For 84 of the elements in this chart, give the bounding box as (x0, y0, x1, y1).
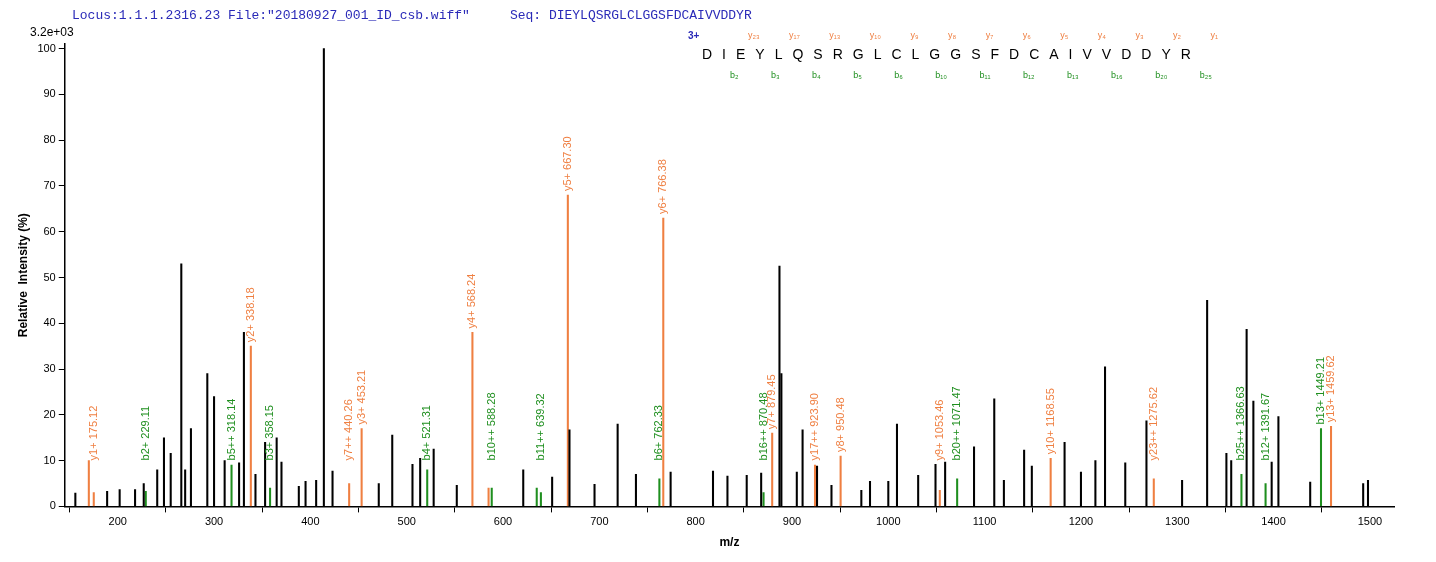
x-tick-label: 300 (204, 515, 224, 528)
data-label: b11++ 639.32 (533, 393, 546, 461)
x-tick-label: 800 (686, 515, 705, 528)
bar (1319, 428, 1323, 507)
bar (956, 478, 959, 507)
bar (1049, 458, 1052, 507)
data-label: y7++ 440.26 (342, 399, 355, 461)
y-tick-label: 30 (43, 362, 56, 375)
bar (144, 490, 147, 507)
data-label: y17++ 923.90 (808, 393, 821, 461)
bar (839, 455, 842, 507)
data-label: y4+ 568.24 (465, 273, 478, 329)
bar (230, 464, 233, 507)
bar (1152, 478, 1155, 507)
bar (535, 487, 538, 507)
text: y₂₃ y₁₇ y₁₃ y₁₀ y₉ y₈ y₇ y₆ y₅ y₄ y₃ y₂ y₁ (748, 30, 1218, 40)
x-tick-label: 700 (590, 515, 609, 528)
y-tick-label: 50 (43, 270, 56, 283)
bar (426, 469, 429, 507)
bar (1240, 474, 1243, 507)
y-tick-label: 0 (49, 499, 56, 512)
y-axis-title: Relative Intensity (%) (15, 213, 30, 338)
data-label: y3+ 453.21 (354, 369, 367, 425)
data-label: y6+ 766.38 (656, 159, 669, 214)
data-label: y10+ 1168.55 (1043, 388, 1056, 455)
data-label: y5+ 667.30 (560, 136, 573, 192)
bar (269, 487, 272, 507)
data-label: b4+ 521.31 (420, 405, 433, 461)
text: 3.2e+03 (30, 25, 74, 39)
data-label: b16++ 870.48 (756, 392, 769, 461)
y-tick-label: 80 (43, 133, 56, 146)
y-tick-label: 20 (43, 407, 56, 420)
bar (658, 478, 661, 507)
x-tick-label: 1300 (1165, 515, 1190, 528)
bar (938, 490, 941, 507)
y-tick-label: 100 (37, 41, 56, 54)
x-tick-label: 500 (397, 515, 416, 528)
y-tick-label: 60 (43, 224, 56, 237)
annotation: DIEYLQSRGLCLGGSFDCAIVVDDYR (702, 46, 1201, 62)
bar (1264, 483, 1267, 507)
bar (1330, 425, 1333, 507)
x-tick-label: 1100 (972, 515, 997, 528)
x-tick-label: 400 (301, 515, 320, 528)
bar (360, 428, 363, 507)
bar (762, 492, 765, 507)
y-tick-label: 40 (43, 316, 56, 329)
data-label: b2+ 229.11 (138, 405, 151, 461)
data-label: b10++ 588.28 (484, 392, 497, 461)
y-tick-label: 10 (43, 453, 56, 466)
data-label: b25++ 1366.63 (1234, 386, 1247, 461)
x-tick-label: 1000 (876, 515, 901, 528)
data-label: b3+ 358.15 (263, 405, 276, 461)
x-axis-title: m/z (719, 535, 740, 550)
data-label: y23++ 1275.62 (1146, 386, 1159, 461)
bar (87, 460, 90, 507)
data-label: y2+ 338.18 (243, 287, 256, 343)
bar (662, 217, 665, 507)
x-tick-label: 200 (108, 515, 127, 528)
x-tick-label: 900 (782, 515, 802, 528)
chart-title: Locus:1.1.1.2316.23 File:"20180927_001_ID_csb.wiff" (72, 8, 470, 23)
data-label: b5++ 318.14 (224, 398, 237, 461)
bar (771, 432, 774, 507)
x-tick-label: 1200 (1068, 515, 1094, 528)
bar (539, 492, 542, 507)
data-label: y8+ 950.48 (833, 397, 846, 453)
data-label: b20++ 1071.47 (950, 386, 963, 461)
data-label: b13+ 1449.21 (1314, 356, 1327, 425)
text: 3+ (688, 30, 700, 41)
x-tick-label: 1500 (1357, 515, 1383, 528)
data-label: y9+ 1053.46 (932, 399, 945, 461)
x-tick-label: 600 (493, 515, 513, 528)
y-tick-label: 90 (43, 87, 56, 100)
data-label: y13+ 1459.62 (1324, 355, 1337, 423)
x-tick-label: 1400 (1261, 515, 1286, 528)
data-label: y1+ 175.12 (86, 405, 99, 461)
y-tick-label: 70 (43, 178, 56, 191)
bar (92, 492, 95, 507)
text: b₂ b₃ b₄ b₅ b₆ b₁₀ b₁₁ b₁₂ b₁₃ b₁₆ b₂₀ b₂₅ (730, 70, 1212, 80)
data-label: b6+ 762.33 (652, 405, 665, 461)
data-label: b12+ 1391.67 (1258, 392, 1271, 461)
bar (348, 483, 351, 507)
bar (471, 332, 474, 507)
bar (249, 345, 252, 507)
chart-subtitle: Seq: DIEYLQSRGLCLGGSFDCAIVVDDYR (509, 8, 752, 23)
